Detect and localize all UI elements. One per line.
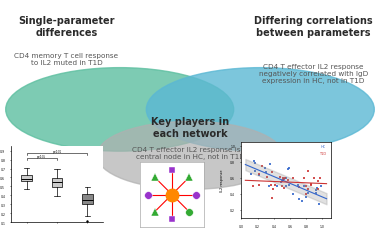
Point — [283, 176, 289, 180]
Point — [250, 185, 256, 188]
Point — [308, 182, 314, 186]
Point — [256, 173, 262, 176]
Point — [262, 167, 268, 170]
Point — [258, 165, 264, 169]
Point — [280, 177, 287, 181]
Ellipse shape — [97, 122, 283, 190]
Point — [280, 177, 286, 180]
Point — [318, 185, 324, 188]
Point — [251, 159, 257, 163]
Point — [315, 188, 321, 191]
Point — [313, 192, 319, 195]
Point — [290, 176, 296, 180]
Point — [248, 172, 254, 176]
Point — [256, 174, 262, 177]
Text: p<0.01: p<0.01 — [52, 150, 62, 154]
Point — [269, 196, 275, 200]
Ellipse shape — [6, 68, 234, 152]
Point — [308, 183, 314, 187]
Point — [270, 188, 276, 191]
Point — [315, 179, 321, 183]
Point — [304, 188, 310, 191]
Point — [283, 184, 289, 188]
Text: CD4 T effector IL2 response
negatively correlated with IgD
expression in HC, not: CD4 T effector IL2 response negatively c… — [259, 64, 368, 84]
Point — [271, 183, 277, 187]
Point — [287, 166, 293, 170]
Point — [269, 170, 275, 174]
Ellipse shape — [146, 68, 374, 152]
Point — [317, 177, 323, 180]
Point — [266, 184, 272, 188]
Point — [252, 169, 258, 173]
Point — [274, 184, 280, 188]
PathPatch shape — [82, 194, 93, 204]
PathPatch shape — [21, 175, 32, 181]
Point — [277, 175, 283, 179]
Point — [301, 184, 307, 188]
Text: HC: HC — [321, 144, 326, 148]
Text: p<0.05: p<0.05 — [37, 154, 46, 158]
PathPatch shape — [52, 178, 62, 187]
Point — [256, 183, 263, 187]
Point — [290, 193, 296, 196]
Point — [285, 179, 291, 182]
Point — [263, 170, 269, 174]
Point — [303, 196, 309, 199]
Point — [299, 199, 305, 203]
Point — [296, 186, 302, 189]
Point — [268, 183, 274, 187]
Y-axis label: IL2 response: IL2 response — [220, 169, 225, 191]
Point — [303, 185, 309, 188]
Text: Differing correlations
between parameters: Differing correlations between parameter… — [254, 16, 373, 38]
Point — [282, 176, 288, 180]
Text: T1D: T1D — [319, 151, 326, 155]
Point — [303, 192, 309, 196]
Point — [305, 191, 311, 195]
Point — [296, 197, 302, 201]
Point — [311, 177, 317, 180]
Point — [252, 162, 258, 165]
Point — [316, 202, 322, 206]
Point — [281, 186, 287, 190]
Text: Key players in
each network: Key players in each network — [151, 117, 229, 138]
Point — [305, 169, 311, 173]
Point — [280, 179, 286, 183]
Point — [301, 177, 307, 180]
Text: Single-parameter
differences: Single-parameter differences — [18, 16, 115, 38]
Point — [279, 185, 285, 188]
Point — [295, 183, 301, 187]
Text: CD4 T effector IL2 response is a
central node in HC, not in T1D: CD4 T effector IL2 response is a central… — [133, 147, 247, 160]
Point — [268, 163, 274, 166]
Point — [286, 183, 292, 187]
Point — [279, 179, 285, 183]
Point — [314, 186, 320, 190]
Text: CD4 memory T cell response
to IL2 muted in T1D: CD4 memory T cell response to IL2 muted … — [14, 53, 119, 66]
Point — [285, 168, 291, 172]
Point — [279, 180, 285, 184]
Point — [264, 176, 270, 179]
Point — [313, 188, 319, 191]
